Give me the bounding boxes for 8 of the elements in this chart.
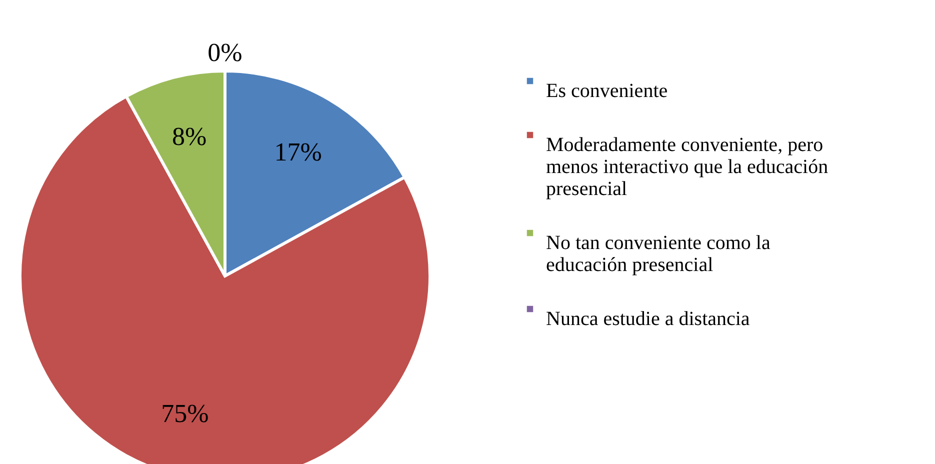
data-label: 75% (161, 398, 209, 428)
legend-label: Es conveniente (546, 80, 668, 102)
legend-label: Nunca estudie a distancia (546, 308, 750, 330)
legend-label: Moderadamente conveniente, pero menos interactivo que la educación presencial (546, 134, 828, 200)
text: 0% (208, 38, 242, 67)
data-label: 8% (172, 122, 207, 152)
data-label: 17% (274, 137, 322, 166)
legend-label: No tan conveniente como la educación presencial (546, 232, 770, 276)
